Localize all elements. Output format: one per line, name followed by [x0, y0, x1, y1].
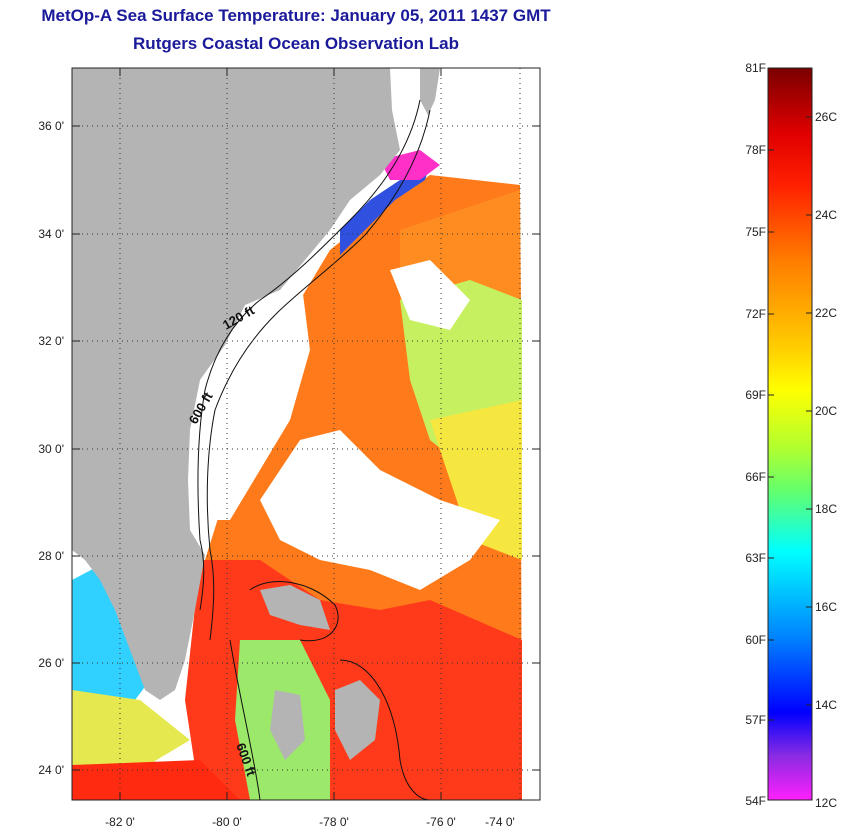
graticule — [72, 68, 540, 800]
lon-label-78: -78 0' — [319, 815, 349, 829]
lat-label-34: 34 0' — [38, 227, 64, 241]
lon-label-82: -82 0' — [105, 815, 135, 829]
colorbar — [767, 67, 813, 801]
lon-label-80: -80 0' — [212, 815, 242, 829]
colorbar-f-63: 63F — [745, 551, 766, 565]
colorbar-c-20: 20C — [815, 404, 838, 418]
map-title: MetOp-A Sea Surface Temperature: January… — [41, 6, 551, 25]
contour-bahamas — [229, 581, 431, 800]
colorbar-f-54: 54F — [745, 794, 766, 808]
land-bahamas-south — [335, 680, 380, 760]
map-subtitle: Rutgers Coastal Ocean Observation Lab — [133, 34, 459, 53]
colorbar-c-12: 12C — [815, 796, 838, 810]
colorbar-c-22: 22C — [815, 306, 838, 320]
lon-label-76: -76 0' — [426, 815, 456, 829]
lat-label-28: 28 0' — [38, 549, 64, 563]
lat-label-26: 26 0' — [38, 656, 64, 670]
colorbar-c-16: 16C — [815, 600, 838, 614]
colorbar-f-72: 72F — [745, 307, 766, 321]
cloud-mid — [260, 430, 500, 590]
colorbar-f-57: 57F — [745, 713, 766, 727]
colorbar-c-24: 24C — [815, 208, 838, 222]
sst-gulf-yellow — [72, 690, 190, 770]
colorbar-c-14: 14C — [815, 698, 838, 712]
colorbar-f-69: 69F — [745, 388, 766, 402]
land-bahamas-north — [260, 585, 330, 630]
lon-label-74: -74 0' — [485, 815, 515, 829]
cloud-ne — [390, 260, 470, 330]
land-us-east-coast — [72, 68, 400, 700]
colorbar-f-60: 60F — [745, 633, 766, 647]
sst-gulf-cool — [72, 560, 150, 720]
axis-ticks — [72, 68, 540, 800]
colorbar-c-18: 18C — [815, 502, 838, 516]
land-north-tip — [420, 68, 440, 115]
land-andros — [270, 690, 305, 760]
contour-600ft — [206, 109, 431, 641]
colorbar-f-81: 81F — [745, 61, 766, 75]
colorbar-ticks — [768, 116, 812, 721]
lat-label-36: 36 0' — [38, 119, 64, 133]
colorbar-f-78: 78F — [745, 143, 766, 157]
sst-magenta-sound — [380, 150, 440, 180]
lat-label-30: 30 0' — [38, 442, 64, 456]
colorbar-f-75: 75F — [745, 225, 766, 239]
lat-label-24: 24 0' — [38, 763, 64, 777]
contour-120ft — [197, 99, 421, 611]
lat-label-32: 32 0' — [38, 334, 64, 348]
colorbar-c-26: 26C — [815, 110, 838, 124]
colorbar-f-66: 66F — [745, 470, 766, 484]
